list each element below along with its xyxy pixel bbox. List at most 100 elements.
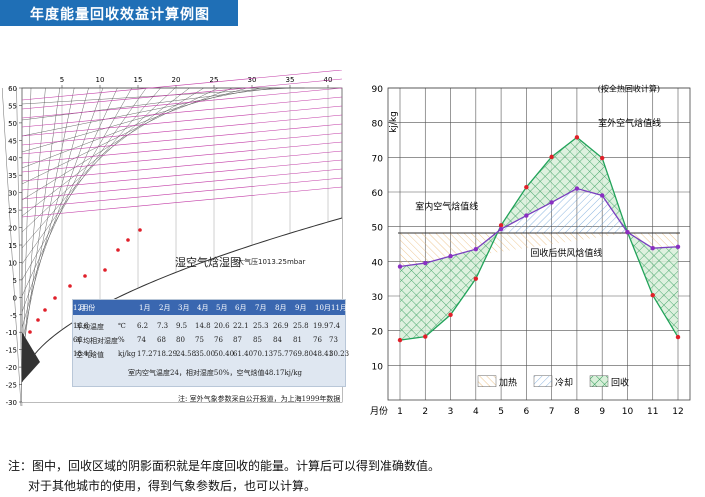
table-cell: 61.40 [233, 350, 254, 358]
table-header-cell: 月 份 [79, 304, 96, 312]
legend-label: 回收 [611, 377, 629, 389]
series-line [399, 136, 679, 341]
enthalpy-grid-line [21, 87, 204, 201]
data-point [397, 337, 403, 343]
weather-state-point [68, 284, 72, 288]
table-header-cell: 12月 [73, 304, 89, 312]
enthalpy-grid-line [21, 87, 118, 297]
table-header: 月 份 1月 2月 3月 4月 5月 6月 7月 8月 9月 10月 11月 12月 [73, 300, 347, 315]
x-axis-label: 月份 [370, 405, 388, 417]
table-header-cell: 6月 [235, 304, 247, 312]
table-cell: 30.23 [329, 350, 350, 358]
x-tick-label: 12 [672, 407, 683, 417]
x-tick-label: 11 [647, 407, 658, 417]
psychro-top-tick-label: 25 [210, 76, 219, 84]
table-cell: 16.6 [73, 322, 89, 330]
table-cell: 81 [293, 336, 302, 344]
weather-state-point [116, 248, 120, 252]
psychro-top-tick-label: 15 [134, 76, 143, 84]
humidity-grid-line [21, 105, 343, 137]
psychro-left-tick-label: 20 [8, 225, 17, 233]
table-cell: 75 [195, 336, 204, 344]
table-footer: 室内空气温度24，相对湿度50%，空气焓值48.17kj/kg [128, 369, 302, 377]
enthalpy-grid-line [21, 87, 89, 329]
humidity-grid-line [21, 123, 343, 155]
data-point [498, 226, 504, 232]
humidity-grid-line [21, 186, 343, 218]
table-cell: 7.4 [329, 322, 341, 330]
table-header-cell: 8月 [275, 304, 287, 312]
table-header-cell: 4月 [197, 304, 209, 312]
humidity-grid-line [21, 87, 343, 119]
psychro-left-tick-label: -15 [6, 347, 17, 355]
data-point [599, 193, 605, 198]
data-point [675, 334, 681, 340]
x-tick-label: 2 [422, 407, 428, 417]
enthalpy-grid-line [2, 87, 22, 406]
y-tick-label: 50 [372, 224, 384, 234]
psychro-left-tick-label: 50 [8, 120, 17, 128]
data-point [473, 247, 479, 252]
data-point [473, 276, 479, 281]
psychro-top-tick-label: 35 [286, 76, 295, 84]
psychro-left-tick-label: -30 [6, 399, 17, 406]
humidity-grid-line [21, 141, 343, 173]
psychro-top-tick-label: 10 [96, 76, 105, 84]
table-cell: 70.13 [253, 350, 274, 358]
data-point [574, 186, 580, 191]
table-cell: 18.29 [157, 350, 178, 358]
legend-swatch [533, 375, 553, 387]
table-cell: 87 [233, 336, 242, 344]
table-cell: 25.8 [293, 322, 309, 330]
y-tick-label: 20 [372, 328, 384, 338]
table-cell: 14.8 [195, 322, 211, 330]
x-tick-label: 10 [622, 407, 634, 417]
heating-area [400, 233, 678, 267]
table-row-label: 空气焓值 [76, 351, 104, 359]
x-tick-label: 8 [574, 407, 580, 417]
table-cell: 85 [253, 336, 262, 344]
humidity-grid-line [21, 114, 343, 146]
legend-label: 冷却 [555, 377, 573, 389]
humidity-grid-line [21, 132, 343, 164]
psychro-left-tick-label: 25 [8, 207, 17, 215]
table-cell: 19.9 [313, 322, 329, 330]
data-point [574, 135, 580, 140]
note-line-2: 对于其他城市的使用，得到气象参数后，也可以计算。 [28, 479, 317, 493]
table-cell: 80 [176, 336, 185, 344]
data-point [549, 200, 554, 205]
data-point [423, 334, 428, 339]
table-cell: 17.27 [137, 350, 158, 358]
psychro-left-tick-label: 55 [8, 102, 17, 110]
series-label-supply: 回收后供风焓值线 [530, 247, 602, 259]
psychro-left-tick-label: 30 [8, 190, 17, 198]
weather-state-point [103, 268, 107, 272]
plot-frame [387, 87, 691, 401]
table-cell: 69.80 [293, 350, 314, 358]
enthalpy-grid-line [21, 87, 276, 121]
weather-state-point [83, 274, 87, 278]
psychro-left-tick-label: 45 [8, 137, 17, 145]
table-header-cell: 10月 [315, 304, 331, 312]
table-cell: 48.41 [313, 350, 334, 358]
y-tick-label: 30 [372, 293, 384, 303]
data-point [599, 155, 605, 161]
psychro-top-tick-label: 20 [172, 76, 181, 84]
enthalpy-grid-line [21, 87, 176, 233]
legend-label: 加热 [499, 377, 517, 389]
psychro-left-tick-label: 5 [13, 277, 17, 285]
y-tick-label: 40 [372, 258, 384, 268]
table-row-unit: ℃ [118, 322, 126, 330]
psychro-left-tick-label: 15 [8, 242, 17, 250]
table-header-cell: 9月 [295, 304, 307, 312]
table-cell: 9.5 [176, 322, 188, 330]
table-header-cell: 1月 [139, 304, 151, 312]
table-cell: 26.9 [273, 322, 289, 330]
y-tick-label: 60 [372, 189, 384, 199]
cooling-area [501, 188, 628, 234]
y-tick-label: 10 [372, 362, 384, 372]
psychro-top-tick-label: 5 [60, 76, 64, 84]
x-tick-label: 1 [397, 407, 403, 417]
humidity-grid-line [21, 70, 343, 101]
humidity-grid-line [21, 177, 343, 209]
